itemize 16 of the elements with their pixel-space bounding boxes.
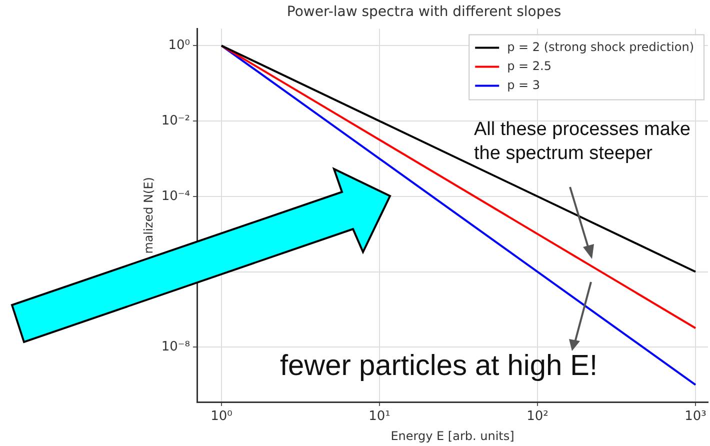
x-axis-title: Energy E [arb. units] bbox=[390, 428, 514, 443]
annotation: fewer particles at high E! bbox=[280, 350, 598, 383]
x-tick-label: 10² bbox=[526, 409, 548, 424]
y-tick-label: 10⁻⁴ bbox=[161, 188, 190, 204]
y-axis-title: malized N(E) bbox=[141, 177, 156, 254]
x-tick-label: 10³ bbox=[684, 409, 706, 424]
x-tick-label: 10¹ bbox=[368, 409, 390, 424]
y-tick-label: 10⁻² bbox=[161, 113, 190, 128]
x-tick-label: 10⁰ bbox=[210, 409, 232, 424]
legend-label: p = 3 bbox=[507, 78, 540, 92]
legend-label: p = 2 (strong shock prediction) bbox=[507, 40, 694, 54]
y-tick-label: 10⁰ bbox=[168, 38, 190, 54]
chart-title: Power-law spectra with different slopes bbox=[286, 4, 562, 20]
y-tick-label: 10⁻⁸ bbox=[161, 340, 190, 355]
legend-label: p = 2.5 bbox=[507, 58, 552, 73]
annotation: All these processes make the spectrum steeper bbox=[474, 118, 692, 166]
